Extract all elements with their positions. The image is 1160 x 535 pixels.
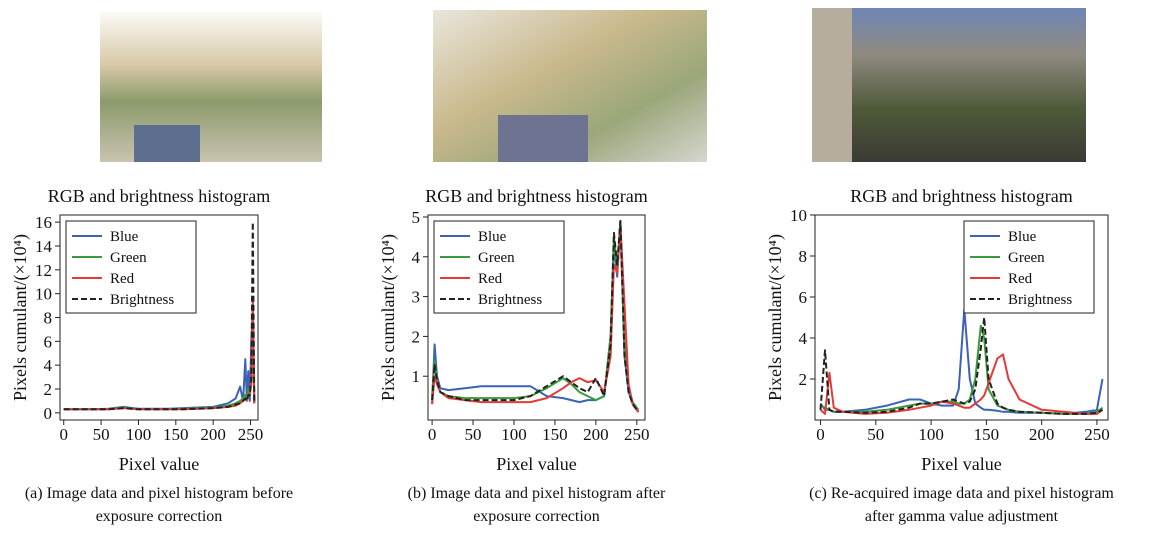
y-tick-label: 4 (799, 329, 808, 348)
y-tick-label: 2 (412, 327, 421, 346)
photo-roof (498, 115, 588, 162)
x-tick-label: 200 (583, 425, 609, 444)
photo-roof (134, 125, 200, 162)
caption: exposure correction (96, 508, 223, 525)
y-tick-label: 12 (35, 261, 52, 280)
y-axis-label: Pixels cumulant/(×10⁴) (378, 234, 399, 401)
x-tick-label: 100 (126, 425, 152, 444)
series-line (819, 308, 1104, 415)
x-tick-label: 150 (974, 425, 1000, 444)
x-tick-label: 250 (1084, 425, 1110, 444)
photo (100, 12, 322, 162)
plot-frame (814, 214, 1109, 421)
legend-label: Red (478, 271, 503, 287)
caption: (c) Re-acquired image data and pixel his… (809, 485, 1114, 502)
photo-wall (812, 8, 852, 162)
y-tick-label: 1 (412, 367, 421, 386)
x-axis-label: Pixel value (921, 454, 1001, 474)
y-axis-label: Pixels cumulant/(×10⁴) (765, 234, 786, 401)
y-tick-label: 6 (799, 288, 808, 307)
caption: after gamma value adjustment (865, 508, 1059, 525)
series-line (431, 220, 640, 413)
legend-label: Red (110, 271, 135, 287)
legend-label: Green (478, 250, 515, 266)
x-tick-label: 100 (918, 425, 944, 444)
x-tick-label: 50 (867, 425, 884, 444)
x-tick-label: 0 (428, 425, 437, 444)
x-tick-label: 200 (1029, 425, 1055, 444)
caption: (a) Image data and pixel histogram befor… (25, 485, 293, 502)
x-axis-label: Pixel value (119, 454, 199, 474)
photo (812, 8, 1086, 162)
x-tick-label: 0 (816, 425, 825, 444)
x-tick-label: 50 (93, 425, 110, 444)
legend-label: Green (110, 250, 147, 266)
y-tick-label: 4 (412, 248, 421, 267)
x-tick-label: 100 (501, 425, 527, 444)
y-tick-label: 14 (35, 237, 53, 256)
chart-title: RGB and brightness histogram (48, 186, 271, 206)
y-tick-label: 0 (44, 404, 53, 423)
legend-label: Blue (478, 229, 507, 245)
y-tick-label: 4 (44, 356, 53, 375)
x-axis-label: Pixel value (496, 454, 576, 474)
x-tick-label: 0 (59, 425, 68, 444)
legend-label: Green (1008, 250, 1045, 266)
y-tick-label: 3 (412, 288, 421, 307)
series-line (63, 221, 256, 411)
y-tick-label: 10 (790, 206, 807, 225)
x-tick-label: 150 (542, 425, 568, 444)
legend-label: Brightness (110, 292, 174, 308)
x-tick-label: 50 (465, 425, 482, 444)
chart-title: RGB and brightness histogram (425, 186, 648, 206)
y-tick-label: 10 (35, 285, 52, 304)
y-axis-label: Pixels cumulant/(×10⁴) (10, 234, 31, 401)
x-tick-label: 200 (200, 425, 226, 444)
y-tick-label: 16 (35, 213, 52, 232)
x-tick-label: 250 (238, 425, 264, 444)
y-tick-label: 2 (799, 370, 808, 389)
plot-frame (427, 214, 646, 421)
series-line (63, 298, 256, 411)
legend-label: Brightness (1008, 292, 1072, 308)
legend-label: Blue (1008, 229, 1037, 245)
y-tick-label: 5 (412, 208, 421, 227)
y-tick-label: 8 (799, 247, 808, 266)
y-tick-label: 6 (44, 332, 53, 351)
legend-label: Red (1008, 271, 1033, 287)
caption: exposure correction (473, 508, 600, 525)
chart-title: RGB and brightness histogram (850, 186, 1073, 206)
legend-label: Brightness (478, 292, 542, 308)
x-tick-label: 150 (163, 425, 189, 444)
series-line (63, 328, 256, 411)
series-line (63, 310, 256, 411)
y-tick-label: 2 (44, 380, 53, 399)
legend-label: Blue (110, 229, 139, 245)
series-line (819, 316, 1103, 415)
y-tick-label: 8 (44, 309, 53, 328)
x-tick-label: 250 (624, 425, 650, 444)
caption: (b) Image data and pixel histogram after (408, 485, 666, 502)
